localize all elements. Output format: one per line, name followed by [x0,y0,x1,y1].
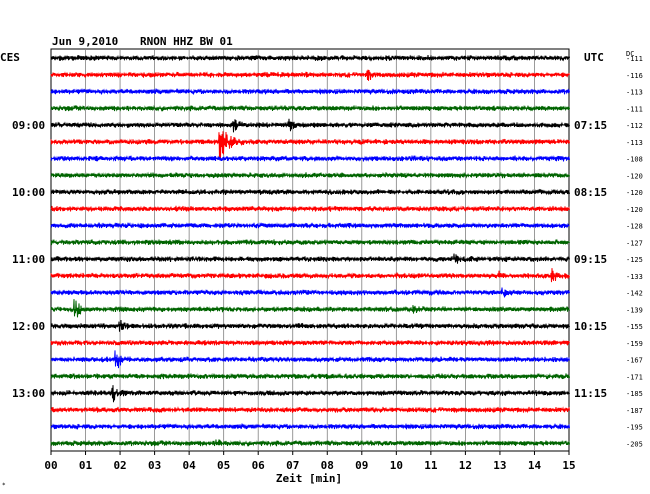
right-time-label: 10:15 [574,320,607,333]
trace-row-17 [50,339,570,347]
trace-row-1 [50,69,570,81]
dc-offset-label: -187 [626,407,643,415]
dc-offset-label: -171 [626,373,643,381]
trace-row-16 [50,319,570,332]
right-time-label: 08:15 [574,186,607,199]
left-time-label: 12:00 [12,320,45,333]
x-tick-label: 08 [321,459,334,472]
chart-date: Jun 9,2010 [52,35,118,48]
trace-row-12 [50,253,570,264]
right-time-label: 07:15 [574,119,607,132]
dc-offset-label: -120 [626,189,643,197]
plot-frame [50,48,570,452]
trace-row-22 [50,422,570,430]
x-tick-label: 03 [148,459,161,472]
trace-row-18 [50,350,570,369]
dc-offset-label: -133 [626,273,643,281]
dc-offset-label: -127 [626,239,643,247]
dc-offset-label: -108 [626,156,643,164]
dc-offset-label: -155 [626,323,643,331]
right-time-label: 09:15 [574,253,607,266]
trace-row-3 [50,104,570,113]
trace-row-19 [50,372,570,380]
dc-offset-label: -139 [626,306,643,314]
trace-row-9 [50,205,570,213]
trace-row-4 [50,118,570,133]
dc-offset-label: -111 [626,105,643,113]
seismogram-traces [50,54,570,448]
trace-row-23 [50,439,570,448]
dc-offset-label: -128 [626,223,643,231]
trace-row-6 [50,154,570,163]
x-tick-label: 06 [252,459,266,472]
dc-offset-label: -185 [626,390,643,398]
left-time-label: 11:00 [12,253,45,266]
trace-row-21 [50,406,570,414]
x-tick-label: 14 [528,459,542,472]
x-tick-label: 13 [493,459,506,472]
dc-offset-label: -112 [626,122,643,130]
x-tick-label: 12 [459,459,472,472]
left-time-label: 13:00 [12,387,45,400]
trace-row-7 [50,171,570,179]
x-tick-label: 05 [217,459,230,472]
trace-row-10 [50,221,570,229]
chart-station: RNON HHZ BW 01 [140,35,233,48]
x-tick-label: 02 [113,459,126,472]
x-tick-label: 09 [355,459,368,472]
trace-row-0 [50,54,570,62]
trace-row-15 [50,299,570,318]
dc-offset-label: -120 [626,206,643,214]
axis-labels: CES Jun 9,2010 RNON HHZ BW 01 UTC DC Zei… [0,35,643,489]
dc-offset-label: -113 [626,89,643,97]
right-timezone-label: UTC [584,51,604,64]
x-tick-label: 15 [562,459,575,472]
left-time-label: 10:00 [12,186,45,199]
left-timezone-label: CES [0,51,20,64]
right-time-label: 11:15 [574,387,607,400]
dc-offset-label: -159 [626,340,643,348]
left-time-label: 09:00 [12,119,45,132]
dc-offset-label: -120 [626,172,643,180]
dc-offset-label: -111 [626,55,643,63]
trace-row-5 [50,131,570,160]
x-tick-label: 07 [286,459,299,472]
trace-row-20 [50,385,570,403]
grid-lines [50,48,570,455]
dc-offset-label: -142 [626,290,643,298]
trace-row-2 [50,87,570,95]
x-tick-label: 10 [390,459,403,472]
trace-row-8 [50,188,570,196]
x-tick-label: 04 [183,459,197,472]
x-tick-label: 01 [79,459,93,472]
dc-offset-label: -125 [626,256,643,264]
trace-row-11 [50,238,570,246]
x-tick-label: 00 [44,459,57,472]
trace-row-14 [50,287,570,298]
dc-offset-label: -205 [626,440,643,448]
corner-mark: * [2,482,6,489]
trace-row-13 [50,268,570,283]
dc-offset-label: -116 [626,72,643,80]
x-tick-label: 11 [424,459,438,472]
dc-offset-label: -195 [626,424,643,432]
dc-offset-label: -167 [626,357,643,365]
x-axis-title: Zeit [min] [276,472,342,485]
dc-label: DC [626,50,634,58]
dc-offset-label: -113 [626,139,643,147]
